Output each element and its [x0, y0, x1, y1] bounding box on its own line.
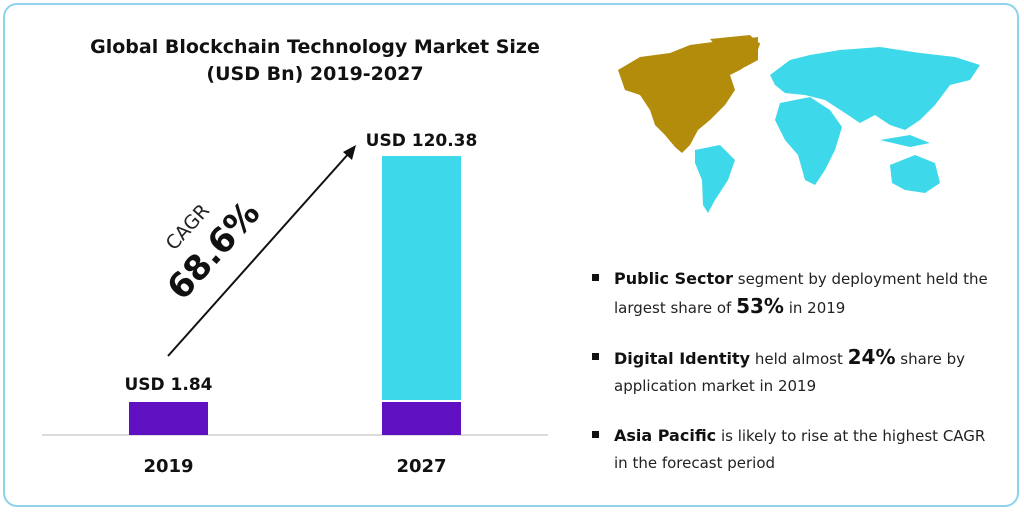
arrow-head-icon [343, 145, 356, 160]
africa-shape [775, 97, 842, 185]
bar-growth-2027 [382, 156, 461, 400]
finding-text: is likely to rise at the highest CAGR in… [614, 427, 986, 472]
chart-title: Global Blockchain Technology Market Size… [90, 36, 540, 85]
finding-bold: Digital Identity [614, 349, 751, 368]
bar-base-2019 [129, 402, 208, 435]
finding-text: held almost [750, 350, 848, 368]
finding-3: Asia Pacific is likely to rise at the hi… [592, 422, 992, 477]
data-label: USD 120.38 [366, 131, 478, 151]
europe-asia-shape [770, 47, 980, 130]
key-findings: Public Sector segment by deployment held… [592, 265, 992, 499]
north-america-shape [618, 35, 760, 153]
greenland-shape [730, 37, 758, 67]
bullet-icon [592, 431, 599, 438]
finding-text: in 2019 [783, 299, 846, 317]
finding-stat: 53% [736, 294, 784, 318]
indonesia-shape [880, 135, 930, 147]
finding-text: share by application market in 2019 [614, 350, 966, 395]
finding-bold: Asia Pacific [614, 426, 717, 445]
cagr-arrow [167, 151, 351, 357]
finding-2: Digital Identity held almost 24% share b… [592, 344, 992, 400]
world-map [618, 35, 980, 213]
finding-bold: Public Sector [614, 269, 733, 288]
finding-text: segment by deployment held the largest s… [614, 270, 988, 317]
south-america-shape [695, 145, 735, 213]
australia-shape [890, 155, 940, 193]
x-tick-label: 2027 [396, 456, 446, 477]
x-tick-label: 2019 [143, 456, 193, 477]
bar-base-2027 [382, 402, 461, 435]
finding-1: Public Sector segment by deployment held… [592, 265, 992, 322]
finding-stat: 24% [847, 345, 896, 369]
bullet-icon [592, 274, 599, 281]
data-label: USD 1.84 [124, 375, 212, 395]
frame-border [3, 3, 1019, 507]
bullet-icon [592, 353, 599, 360]
